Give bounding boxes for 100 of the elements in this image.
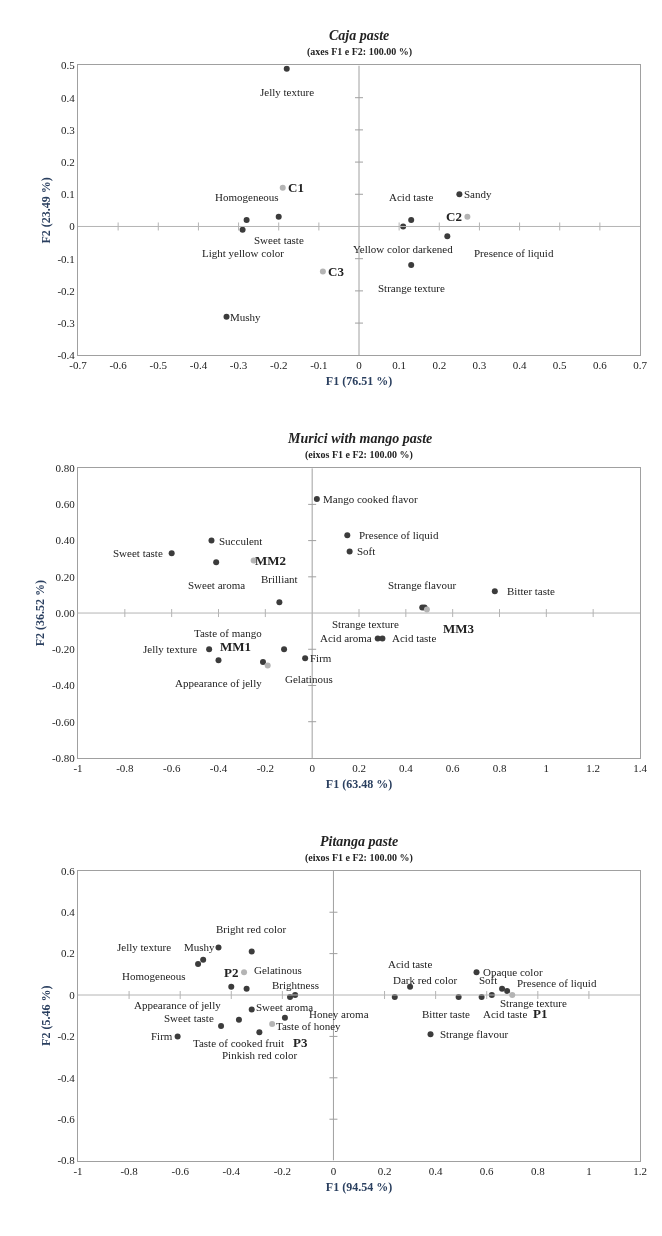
- x-tick-label: 1.4: [633, 762, 648, 775]
- annotation: Jelly texture: [143, 643, 198, 655]
- annotation: Brilliant: [261, 573, 298, 585]
- point: [456, 191, 463, 198]
- x-tick-label: -0.4: [189, 359, 208, 372]
- chart-title: Pitanga paste: [320, 834, 399, 849]
- point: [248, 948, 255, 955]
- x-tick-label: 0.4: [428, 1164, 444, 1177]
- x-tick-label: 0.3: [472, 359, 487, 372]
- point: [464, 213, 471, 220]
- x-tick-label: -0.7: [69, 359, 88, 372]
- point: [275, 213, 282, 220]
- x-tick-label: -0.1: [310, 359, 328, 372]
- x-tick-label: -0.2: [256, 762, 275, 775]
- annotation: P3: [293, 1035, 308, 1050]
- x-tick-label: 0: [309, 762, 316, 775]
- x-tick-label: -0.2: [273, 1164, 292, 1177]
- annotation: Strange flavour: [440, 1028, 509, 1040]
- annotation: P2: [224, 965, 239, 980]
- annotation: Sweet taste: [164, 1012, 214, 1024]
- point: [444, 233, 451, 240]
- y-tick-label: 0: [69, 988, 76, 1001]
- point: [208, 537, 215, 544]
- x-tick-label: -0.8: [116, 762, 135, 775]
- x-tick-label: 0.2: [432, 359, 447, 372]
- annotation: Presence of liquid: [474, 247, 554, 259]
- point: [344, 532, 351, 539]
- point: [174, 1033, 181, 1040]
- x-tick-label: -0.6: [162, 762, 181, 775]
- y-tick-label: 0.4: [61, 906, 76, 919]
- point: [276, 599, 283, 606]
- x-tick-label: 0.8: [530, 1164, 546, 1177]
- x-tick-label: -0.6: [109, 359, 128, 372]
- annotation: Presence of liquid: [517, 977, 597, 989]
- y-tick-label: 0.80: [55, 462, 76, 475]
- point: [473, 969, 480, 976]
- annotation: Acid taste: [388, 958, 433, 970]
- y-tick-label: 0: [69, 220, 76, 233]
- y-tick-label: 0.1: [61, 188, 75, 201]
- chart-subtitle: (eixos F1 e F2: 100.00 %): [305, 449, 413, 461]
- point: [215, 657, 222, 664]
- annotation: Sweet aroma: [188, 579, 246, 591]
- point: [408, 217, 415, 224]
- point: [313, 495, 320, 502]
- point: [218, 1023, 225, 1030]
- point: [200, 956, 207, 963]
- point: [269, 1020, 276, 1027]
- x-tick-label: 0.5: [552, 359, 568, 372]
- point: [241, 969, 248, 976]
- annotation: Opaque color: [483, 966, 543, 978]
- x-tick-label: -0.6: [171, 1164, 190, 1177]
- annotation: Strange texture: [332, 618, 400, 630]
- y-tick-label: -0.40: [51, 679, 76, 692]
- y-tick-label: 0.00: [55, 606, 76, 619]
- x-tick-label: 1.2: [586, 762, 601, 775]
- point: [427, 1031, 434, 1038]
- annotation: Light yellow color: [202, 247, 285, 259]
- annotation: MM2: [255, 553, 287, 568]
- annotation: Bright red color: [216, 923, 287, 935]
- x-tick-label: -0.3: [229, 359, 248, 372]
- y-tick-label: 0.2: [61, 947, 75, 960]
- annotation: Acid taste: [483, 1008, 528, 1020]
- annotation: Firm: [310, 652, 332, 664]
- annotation: Sweet taste: [254, 234, 304, 246]
- annotation: Strange texture: [378, 282, 446, 294]
- annotation: Pinkish red color: [222, 1049, 298, 1061]
- y-tick-label: 0.4: [61, 91, 76, 104]
- point: [283, 65, 290, 72]
- y-tick-label: -0.60: [51, 715, 76, 728]
- chart-subtitle: (axes F1 e F2: 100.00 %): [307, 46, 412, 58]
- point: [213, 559, 220, 566]
- annotation: Strange texture: [500, 997, 568, 1009]
- y-tick-label: -0.6: [57, 1113, 76, 1126]
- x-tick-label: 0.1: [392, 359, 407, 372]
- annotation: C2: [446, 209, 462, 224]
- point: [256, 1029, 263, 1036]
- x-tick-label: 1: [586, 1164, 592, 1177]
- annotation: Jelly texture: [117, 941, 172, 953]
- point: [302, 655, 309, 662]
- point: [281, 1014, 288, 1021]
- annotation: Homogeneous: [215, 191, 279, 203]
- annotation: Appearance of jelly: [175, 677, 263, 689]
- annotation: Mushy: [184, 941, 216, 953]
- annotation: Gelatinous: [285, 673, 333, 685]
- annotation: Homogeneous: [122, 970, 186, 982]
- y-tick-label: -0.4: [57, 349, 76, 362]
- point: [346, 548, 353, 555]
- annotation: Firm: [151, 1030, 173, 1042]
- x-tick-label: 0: [330, 1164, 337, 1177]
- x-tick-label: 0.6: [592, 359, 608, 372]
- point: [168, 550, 175, 557]
- x-tick-label: 0.4: [398, 762, 414, 775]
- annotation: Gelatinous: [254, 964, 302, 976]
- y-tick-label: 0.20: [55, 570, 76, 583]
- point: [374, 635, 381, 642]
- y-tick-label: -0.4: [57, 1071, 76, 1084]
- y-tick-label: 0.5: [61, 59, 76, 72]
- point: [408, 262, 415, 269]
- annotation: Jelly texture: [260, 86, 315, 98]
- x-tick-label: -0.2: [270, 359, 288, 372]
